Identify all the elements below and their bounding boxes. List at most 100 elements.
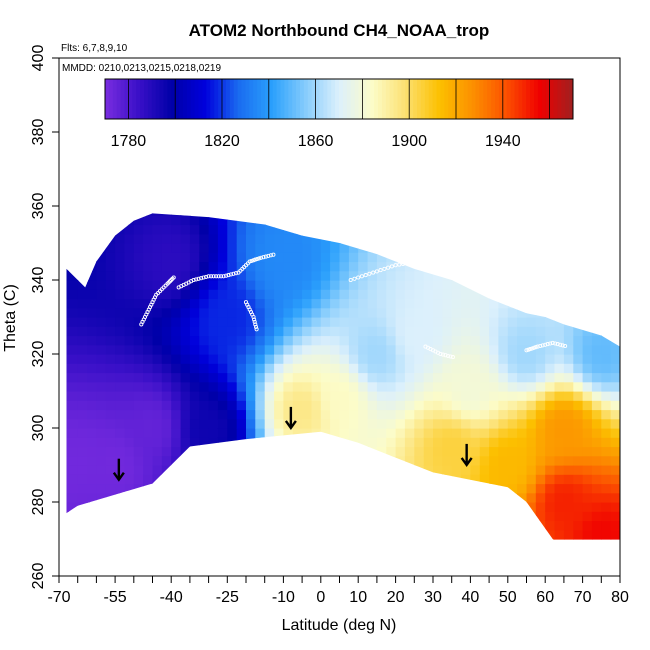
- heatmap-cell: [87, 261, 97, 272]
- colorbar-segment: [335, 79, 340, 119]
- heatmap-cell: [66, 529, 69, 540]
- heatmap-cell: [227, 289, 238, 300]
- heatmap-cell: [66, 474, 69, 485]
- heatmap-cell: [302, 335, 313, 346]
- heatmap-cell: [479, 391, 490, 401]
- heatmap-cell: [348, 492, 359, 503]
- heatmap-cell: [498, 317, 509, 327]
- heatmap-cell: [535, 400, 546, 411]
- heatmap-cell: [563, 243, 574, 253]
- heatmap-cell: [526, 215, 537, 226]
- heatmap-cell: [479, 354, 490, 364]
- heatmap-cell: [507, 261, 518, 272]
- heatmap-cell: [180, 511, 191, 522]
- heatmap-cell: [171, 317, 182, 327]
- heatmap-cell: [601, 317, 612, 327]
- heatmap-cell: [227, 492, 238, 503]
- heatmap-cell: [246, 317, 256, 327]
- heatmap-cell: [208, 213, 219, 216]
- colorbar-segment: [128, 79, 133, 119]
- heatmap-cell: [573, 213, 584, 216]
- track-point: [216, 274, 221, 279]
- heatmap-cell: [274, 354, 284, 364]
- heatmap-cell: [451, 437, 462, 448]
- heatmap-cell: [498, 437, 509, 448]
- heatmap-cell: [77, 465, 88, 475]
- heatmap-cell: [367, 400, 378, 411]
- heatmap-cell: [442, 289, 453, 300]
- heatmap-cell: [152, 437, 163, 448]
- heatmap-cell: [376, 474, 387, 485]
- heatmap-cell: [554, 492, 565, 503]
- heatmap-cell: [507, 252, 518, 263]
- heatmap-cell: [479, 215, 490, 226]
- heatmap-cell: [414, 243, 425, 253]
- colorbar-segment: [257, 79, 262, 119]
- heatmap-cell: [395, 502, 406, 512]
- heatmap-cell: [264, 409, 275, 420]
- heatmap-cell: [264, 335, 275, 346]
- colorbar-segment: [428, 79, 434, 119]
- colorbar-segment: [385, 79, 391, 119]
- heatmap-cell: [461, 317, 471, 327]
- heatmap-cell: [236, 335, 247, 346]
- heatmap-cell: [517, 455, 528, 466]
- heatmap-cell: [105, 298, 116, 309]
- heatmap-cell: [386, 289, 397, 300]
- heatmap-cell: [461, 428, 471, 438]
- heatmap-cell: [348, 326, 359, 337]
- heatmap-cell: [554, 335, 565, 346]
- track-point: [371, 270, 376, 275]
- track-point: [363, 273, 368, 278]
- colorbar-segment: [389, 79, 395, 119]
- heatmap-cell: [189, 261, 200, 272]
- heatmap-cell: [367, 465, 378, 475]
- heatmap-cell: [489, 270, 499, 281]
- heatmap-cell: [143, 437, 154, 448]
- heatmap-cell: [339, 409, 350, 420]
- heatmap-cell: [199, 326, 210, 337]
- heatmap-cell: [423, 492, 434, 503]
- heatmap-cell: [404, 363, 415, 374]
- y-tick-label: 300: [30, 415, 47, 442]
- heatmap-cell: [610, 437, 620, 448]
- heatmap-cell: [105, 317, 116, 327]
- heatmap-cell: [87, 224, 97, 235]
- heatmap-cell: [302, 428, 313, 438]
- heatmap-cell: [395, 400, 406, 411]
- heatmap-cell: [105, 381, 116, 392]
- heatmap-cell: [470, 289, 481, 300]
- heatmap-cell: [545, 474, 556, 485]
- heatmap-cell: [255, 465, 266, 475]
- heatmap-cell: [171, 289, 182, 300]
- heatmap-cell: [358, 307, 369, 318]
- heatmap-cell: [563, 317, 574, 327]
- heatmap-cell: [66, 224, 69, 235]
- heatmap-cell: [433, 502, 443, 512]
- heatmap-cell: [96, 483, 107, 494]
- heatmap-cell: [358, 483, 369, 494]
- heatmap-cell: [311, 317, 322, 327]
- heatmap-cell: [535, 492, 546, 503]
- heatmap-cell: [386, 233, 397, 244]
- heatmap-cell: [283, 307, 294, 318]
- heatmap-cell: [461, 381, 471, 392]
- heatmap-cell: [68, 298, 79, 309]
- heatmap-cell: [208, 289, 219, 300]
- heatmap-cell: [236, 437, 247, 448]
- heatmap-cell: [395, 252, 406, 263]
- heatmap-cell: [217, 213, 228, 216]
- heatmap-cell: [404, 354, 415, 364]
- heatmap-cell: [404, 520, 415, 531]
- heatmap-cell: [152, 520, 163, 531]
- heatmap-cell: [330, 213, 341, 216]
- colorbar-segment: [401, 79, 406, 119]
- heatmap-cell: [367, 224, 378, 235]
- heatmap-cell: [507, 298, 518, 309]
- heatmap-cell: [189, 391, 200, 401]
- heatmap-cell: [180, 307, 191, 318]
- heatmap-cell: [105, 307, 116, 318]
- heatmap-cell: [124, 465, 135, 475]
- heatmap-cell: [517, 243, 528, 253]
- heatmap-cell: [311, 289, 322, 300]
